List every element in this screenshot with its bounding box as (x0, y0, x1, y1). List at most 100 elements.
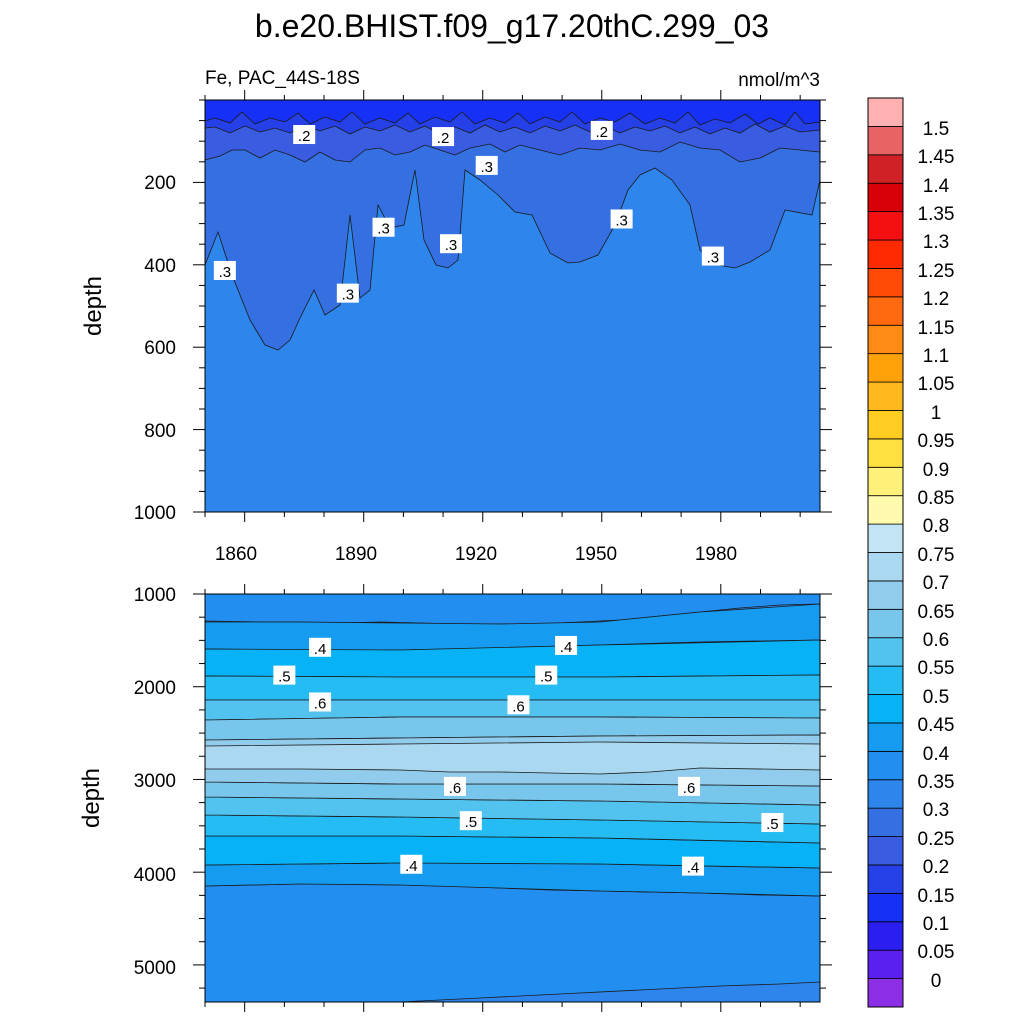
contour-label: .3 (342, 287, 355, 304)
colorbar-box (867, 182, 904, 213)
colorbar-box (867, 836, 904, 866)
top-x-tick-label: 1950 (575, 544, 617, 565)
top-y-axis-label: depth (80, 276, 107, 336)
contour-label: .5 (766, 816, 779, 833)
contour-label-background (432, 127, 455, 147)
contour-label-background (555, 635, 578, 655)
colorbar-label: 1.2 (923, 289, 949, 310)
top-y-tick-label: 400 (144, 256, 176, 277)
contour-label: .6 (512, 698, 525, 715)
bottom-y-tick-label: 1000 (134, 585, 176, 606)
colorbar-label: 0.4 (923, 744, 950, 765)
colorbar-label: 0.8 (923, 516, 949, 537)
colorbar-label: 0.7 (923, 573, 949, 594)
colorbar-box (867, 268, 904, 298)
colorbar-box (867, 239, 904, 269)
colorbar-box (867, 580, 904, 610)
contour-label-background (701, 246, 724, 266)
colorbar-box (867, 154, 904, 184)
colorbar-boxes (867, 97, 904, 1008)
top-x-tick-label: 1920 (455, 544, 497, 565)
contour-label: .4 (560, 639, 573, 656)
colorbar-label: 1.05 (918, 374, 955, 395)
top-y-tick-label: 600 (144, 338, 176, 359)
colorbar-label: 0.25 (918, 829, 955, 850)
contour-label: .2 (298, 128, 311, 145)
contour-label-background (443, 776, 466, 796)
contour-label: .3 (480, 159, 493, 176)
contour-label-background (309, 637, 332, 657)
colorbar-label: 1.3 (923, 232, 949, 253)
contour-label: .3 (707, 250, 720, 267)
contour-label-background (507, 695, 530, 715)
bottom-panel-frame (204, 593, 821, 1003)
top-y-tick-label: 1000 (134, 503, 176, 524)
bottom-axis-ticks (193, 584, 832, 1012)
colorbar: 1.5 1.45 1.4 1.35 1.3 1.25 1.2 1.15 1.1 … (867, 97, 955, 1008)
colorbar-label: 1.25 (918, 261, 955, 282)
colorbar-box (867, 750, 904, 781)
bottom-y-tick-label: 2000 (134, 678, 176, 699)
colorbar-label: 0.6 (923, 630, 949, 651)
contour-label-background (682, 856, 705, 876)
contour-label: .3 (615, 212, 628, 229)
contour-label-background (372, 217, 395, 237)
chart-subtitle-variable: Fe, PAC_44S-18S (205, 68, 360, 89)
contour-label: .4 (687, 860, 700, 877)
colorbar-label: 0.1 (923, 914, 949, 935)
top-axis-ticks (193, 90, 832, 522)
top-x-tick-label: 1890 (335, 544, 377, 565)
contour-label-background (336, 283, 359, 303)
colorbar-box (867, 353, 904, 383)
colorbar-label: 0.3 (923, 800, 949, 821)
top-x-tick-label: 1860 (215, 544, 257, 565)
colorbar-label: 1.35 (918, 204, 955, 225)
colorbar-label: 0.9 (923, 460, 949, 481)
bottom-y-tick-label: 5000 (134, 958, 176, 979)
contour-label-background (293, 125, 316, 145)
colorbar-box (867, 126, 904, 156)
contour-label-background (610, 209, 633, 229)
colorbar-label: 0.95 (918, 431, 955, 452)
contour-label: .5 (278, 669, 291, 686)
contour-label: .3 (219, 264, 232, 281)
contour-label: .5 (540, 669, 553, 686)
colorbar-label: 0.45 (918, 715, 955, 736)
colorbar-label: 0.55 (918, 658, 955, 679)
top-y-tick-label: 800 (144, 421, 176, 442)
contour-label-background (273, 665, 296, 685)
contour-label-background (309, 692, 332, 712)
colorbar-label: 1 (931, 403, 942, 424)
contour-label: .6 (449, 780, 462, 797)
colorbar-box (867, 211, 904, 241)
chart-subtitle-units: nmol/m^3 (738, 70, 820, 91)
colorbar-box (867, 552, 904, 582)
contour-label: .4 (405, 858, 418, 875)
colorbar-box (867, 410, 904, 440)
colorbar-box (867, 978, 904, 1008)
contour-label-background (440, 234, 462, 254)
bottom-y-tick-label: 4000 (134, 865, 176, 886)
contour-label: .4 (314, 641, 327, 658)
top-contour-labels: .2 .2 .2 .3 .3 .3 .3 .3 .3 .3 (213, 120, 724, 304)
colorbar-box (867, 665, 904, 695)
contour-label: .6 (314, 695, 327, 712)
colorbar-box (867, 495, 904, 525)
colorbar-box (867, 921, 904, 951)
colorbar-box (867, 807, 904, 837)
colorbar-label: 0.85 (918, 488, 955, 509)
colorbar-box (867, 608, 904, 639)
colorbar-label: 0.65 (918, 602, 955, 623)
contour-label-background (761, 813, 784, 833)
colorbar-label: 0.15 (918, 886, 955, 907)
contour-label: .5 (465, 814, 478, 831)
colorbar-label: 1.15 (918, 318, 955, 339)
colorbar-box (867, 637, 904, 667)
contour-label-background (400, 854, 423, 874)
colorbar-label: 0.05 (918, 942, 955, 963)
colorbar-label: 1.45 (918, 147, 955, 168)
colorbar-label: 0.75 (918, 545, 955, 566)
contour-label: .3 (377, 221, 390, 238)
bottom-y-axis-label: depth (78, 768, 105, 828)
